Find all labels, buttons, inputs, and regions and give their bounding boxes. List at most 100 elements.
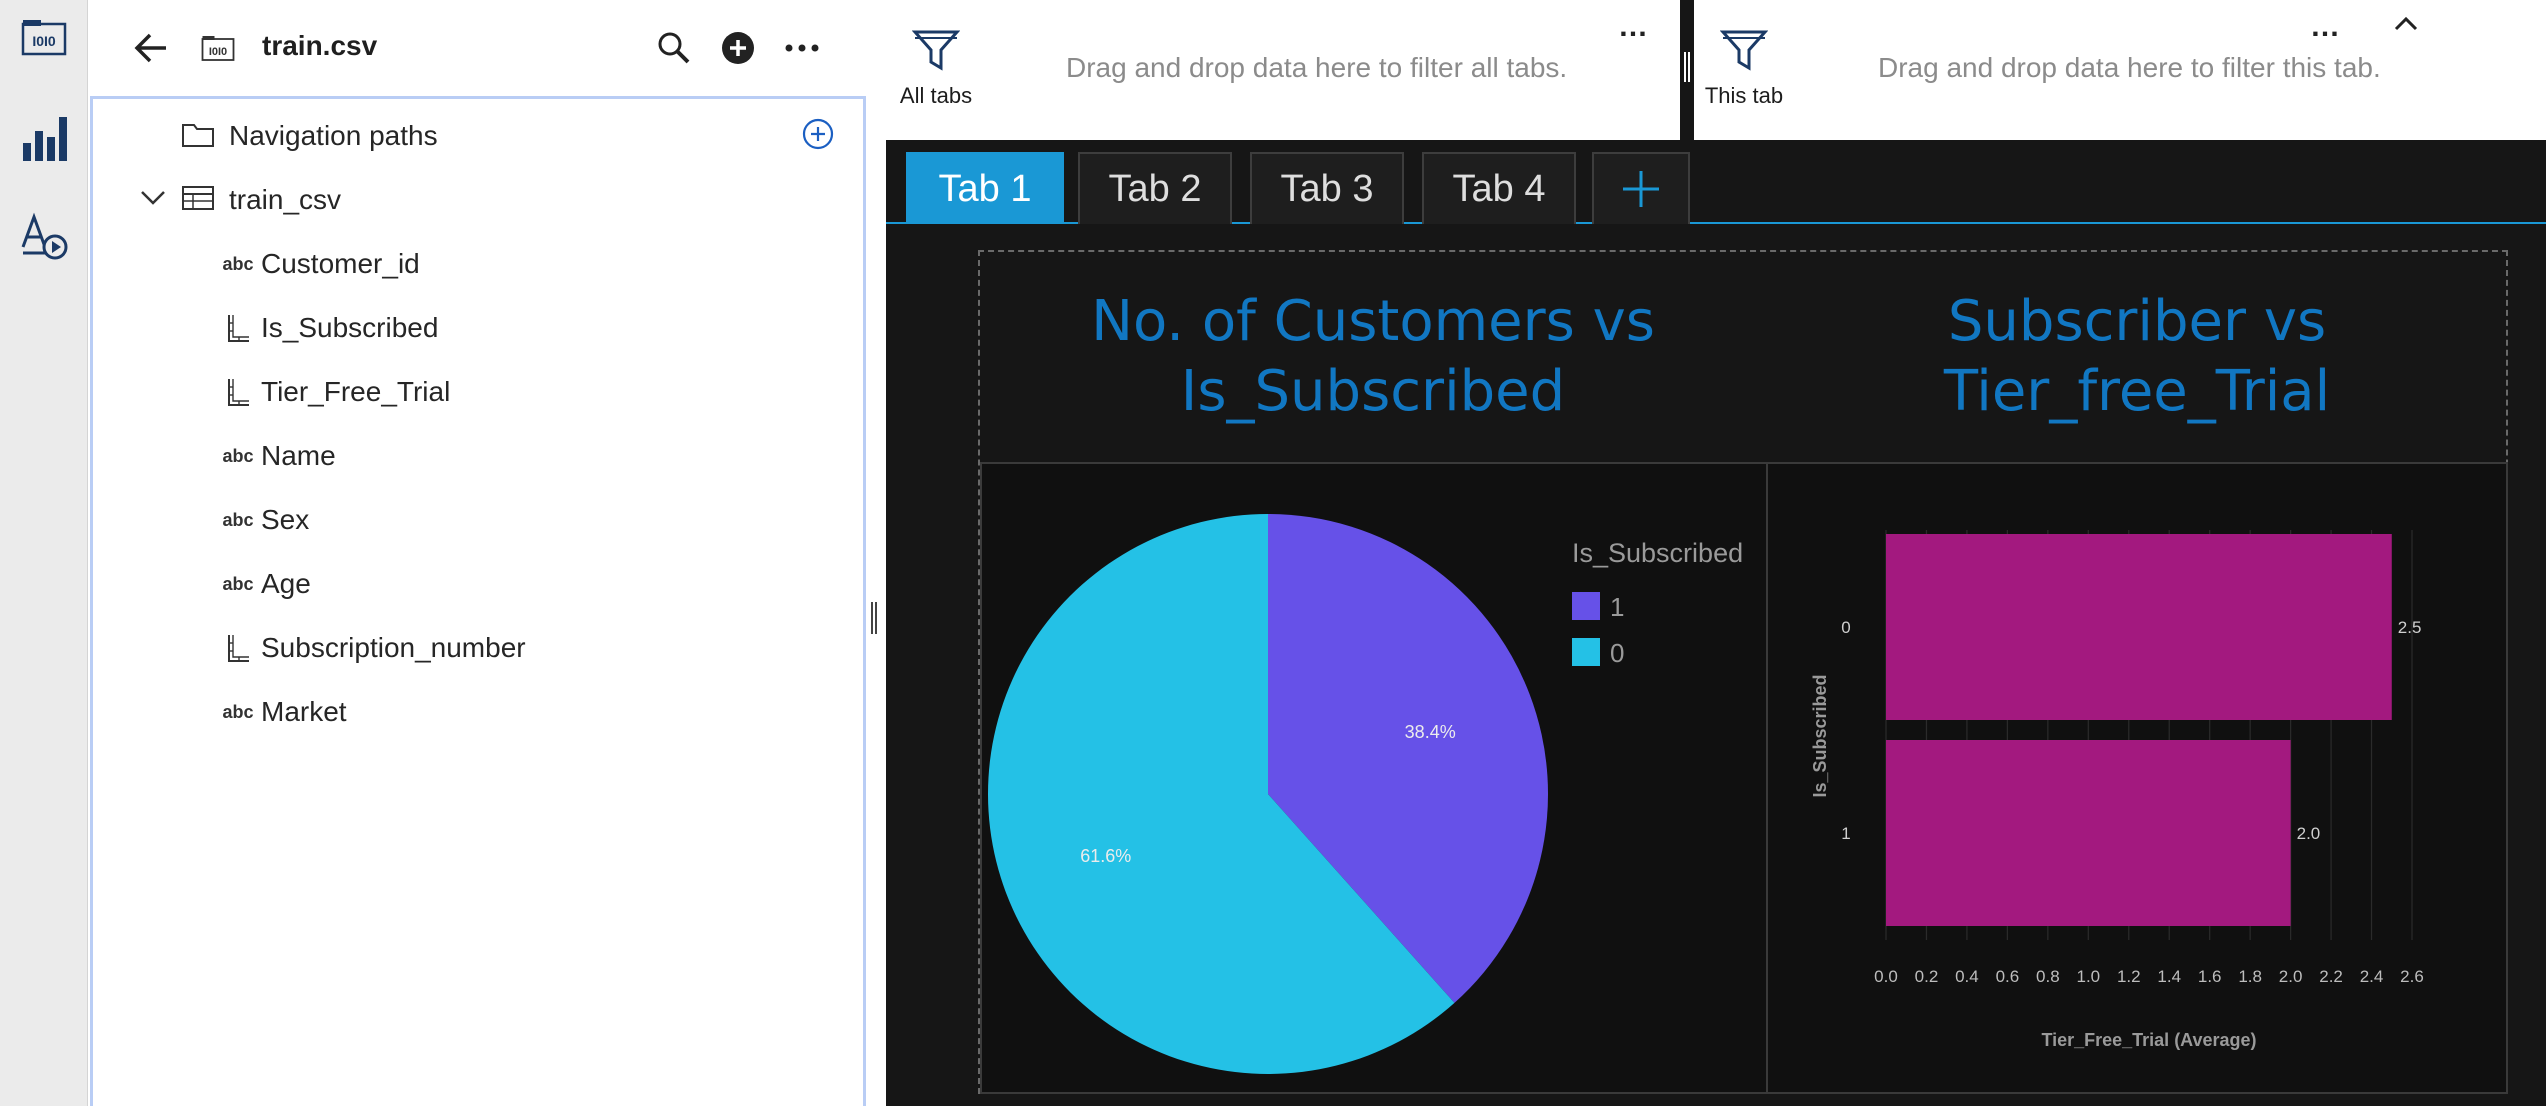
- bar-y-tick: 0: [1841, 618, 1850, 637]
- assets-icon[interactable]: [12, 204, 76, 268]
- bar-x-tick: 1.6: [2198, 967, 2222, 986]
- column-name: Subscription_number: [261, 632, 526, 663]
- column-item[interactable]: Is_Subscribed: [93, 296, 863, 360]
- this-tab-filter: This tab: [1694, 28, 1794, 109]
- data-panel: I0I0 train.csv Navigation paths: [88, 0, 888, 1106]
- this-tab-caption: This tab: [1704, 83, 1784, 108]
- column-name: Tier_Free_Trial: [261, 376, 451, 407]
- svg-text:I0I0: I0I0: [209, 46, 227, 58]
- pie-legend-swatch: [1572, 592, 1600, 620]
- pie-data-label: 61.6%: [1080, 846, 1131, 866]
- column-name: Customer_id: [261, 248, 420, 279]
- this-tab-more-icon[interactable]: …: [2310, 10, 2342, 43]
- bar-x-tick: 2.2: [2319, 967, 2343, 986]
- column-item[interactable]: abc Market: [93, 680, 863, 744]
- add-navigation-path-icon[interactable]: [801, 117, 835, 156]
- bar-x-tick: 0.4: [1955, 967, 1979, 986]
- all-tabs-filter-zone[interactable]: All tabs Drag and drop data here to filt…: [886, 0, 1680, 140]
- collapse-chevron-icon[interactable]: [2392, 14, 2420, 39]
- back-arrow-icon[interactable]: [128, 24, 176, 72]
- all-tabs-caption: All tabs: [899, 83, 973, 108]
- panel-header: I0I0 train.csv: [88, 0, 888, 96]
- text-type-glyph: abc: [222, 701, 254, 722]
- bar-x-tick: 1.2: [2117, 967, 2141, 986]
- bar-x-tick: 0.8: [2036, 967, 2060, 986]
- text-type-icon: abc: [215, 568, 261, 600]
- tab-bar: Tab 1 Tab 2 Tab 3 Tab 4: [886, 140, 2546, 224]
- column-name: Market: [261, 696, 347, 727]
- column-item[interactable]: Subscription_number: [93, 616, 863, 680]
- bar-y-tick: 1: [1841, 824, 1850, 843]
- column-item[interactable]: abc Sex: [93, 488, 863, 552]
- this-tab-filter-zone[interactable]: This tab Drag and drop data here to filt…: [1694, 0, 2546, 140]
- search-icon[interactable]: [650, 24, 698, 72]
- column-name: Name: [261, 440, 336, 471]
- measure-ruler-icon: [215, 632, 261, 664]
- column-item[interactable]: abc Name: [93, 424, 863, 488]
- column-item[interactable]: abc Customer_id: [93, 232, 863, 296]
- bar-1: [1886, 740, 2291, 926]
- add-tab-button[interactable]: [1592, 152, 1690, 224]
- svg-text:I0I0: I0I0: [32, 33, 56, 49]
- pie-legend-swatch: [1572, 638, 1600, 666]
- column-item[interactable]: abc Age: [93, 552, 863, 616]
- pie-slice-0: [988, 514, 1455, 1074]
- bar-x-tick: 0.6: [1996, 967, 2020, 986]
- bar-value-label: 2.5: [2398, 618, 2422, 637]
- data-tree: Navigation paths train_csv abc Customer_i…: [90, 96, 866, 1106]
- right-title-line-1: Subscriber vs: [1947, 289, 2327, 354]
- pie-legend-title: Is_Subscribed: [1572, 538, 1743, 568]
- column-item[interactable]: Tier_Free_Trial: [93, 360, 863, 424]
- bar-y-axis-label: Is_Subscribed: [1810, 674, 1830, 797]
- right-title-line-2: Tier_free_Trial: [1943, 359, 2331, 424]
- text-type-icon: abc: [215, 504, 261, 536]
- add-icon[interactable]: [714, 24, 762, 72]
- bar-x-tick: 2.4: [2360, 967, 2384, 986]
- column-name: Is_Subscribed: [261, 312, 439, 343]
- left-title-line-1: No. of Customers vs: [1091, 289, 1655, 354]
- text-type-icon: abc: [215, 248, 261, 280]
- data-source-icon: I0I0: [194, 24, 242, 72]
- left-title-line-2: Is_Subscribed: [1180, 359, 1566, 424]
- bar-x-axis-label: Tier_Free_Trial (Average): [2041, 1030, 2256, 1050]
- bar-value-label: 2.0: [2297, 824, 2321, 843]
- navigation-paths-item[interactable]: Navigation paths: [93, 104, 863, 168]
- all-tabs-filter: All tabs: [886, 28, 986, 109]
- column-name: Sex: [261, 504, 310, 535]
- tab-3[interactable]: Tab 3: [1250, 152, 1404, 224]
- folder-icon: [181, 120, 215, 153]
- bar-x-tick: 0.0: [1874, 967, 1898, 986]
- text-type-glyph: abc: [222, 573, 254, 594]
- column-name: Age: [261, 568, 311, 599]
- table-name-label: train_csv: [229, 184, 342, 215]
- bar-x-tick: 0.2: [1915, 967, 1939, 986]
- pie-chart-widget[interactable]: 38.4% 61.6% Is_Subscribed 1 0: [980, 462, 1768, 1094]
- more-options-icon[interactable]: [778, 24, 826, 72]
- bar-0: [1886, 534, 2392, 720]
- pie-chart: 38.4% 61.6% Is_Subscribed 1 0: [988, 514, 1743, 1074]
- dashboard-canvas: No. of Customers vs Is_Subscribed Subscr…: [978, 250, 2508, 1094]
- text-type-glyph: abc: [222, 509, 254, 530]
- this-tab-drop-hint: Drag and drop data here to filter this t…: [1878, 52, 2381, 83]
- filter-divider: [1680, 0, 1694, 140]
- measure-ruler-icon: [215, 376, 261, 408]
- table-item-train-csv[interactable]: train_csv: [93, 168, 863, 232]
- pie-data-label: 38.4%: [1405, 722, 1456, 742]
- chevron-down-icon[interactable]: [139, 188, 167, 213]
- dashboard: All tabs Drag and drop data here to filt…: [886, 0, 2546, 1106]
- bar-chart: 0.0 0.2 0.4 0.6 0.8 1.0 1.2 1.4 1.6 1.8 2.0 2.2 2.4 2…: [1810, 530, 2424, 1050]
- tab-1[interactable]: Tab 1: [906, 152, 1064, 224]
- all-tabs-more-icon[interactable]: …: [1618, 10, 1650, 43]
- right-title: Subscriber vs Tier_free_Trial: [1766, 252, 2508, 462]
- bar-chart-widget[interactable]: 0.0 0.2 0.4 0.6 0.8 1.0 1.2 1.4 1.6 1.8 2.0 2.2 2.4 2…: [1766, 462, 2508, 1094]
- bar-x-tick: 1.4: [2157, 967, 2181, 986]
- panel-splitter[interactable]: [868, 598, 880, 638]
- panel-title: train.csv: [262, 30, 378, 61]
- visualizations-icon[interactable]: [12, 106, 76, 170]
- tab-2[interactable]: Tab 2: [1078, 152, 1232, 224]
- text-type-glyph: abc: [222, 253, 254, 274]
- pie-legend-label: 1: [1610, 592, 1624, 622]
- tab-4[interactable]: Tab 4: [1422, 152, 1576, 224]
- data-sources-icon[interactable]: I0I0: [12, 6, 76, 70]
- text-type-icon: abc: [215, 696, 261, 728]
